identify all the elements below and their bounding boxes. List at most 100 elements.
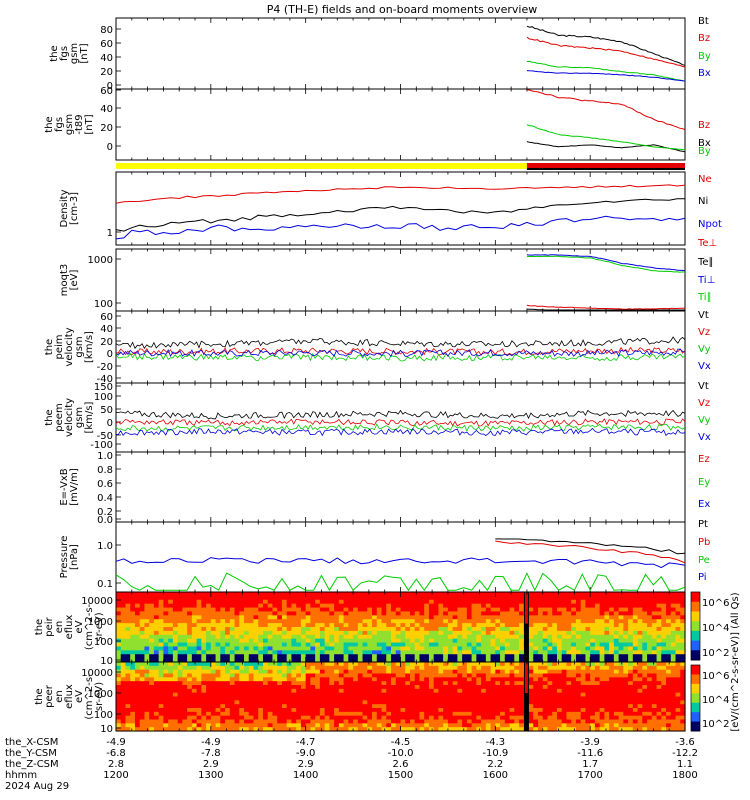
heat-cell: [590, 704, 596, 709]
heat-cell: [343, 677, 349, 682]
heat-cell: [376, 650, 383, 655]
heat-cell: [258, 700, 264, 705]
heat-cell: [419, 696, 425, 701]
heat-cell: [315, 599, 321, 605]
heat-cell: [485, 619, 492, 624]
heat-cell: [144, 658, 150, 663]
heat-cell: [125, 688, 131, 694]
heat-cell: [253, 677, 259, 682]
heat-cell: [519, 673, 525, 678]
heat-cell: [225, 650, 231, 655]
heat-cell: [405, 685, 411, 690]
heat-cell: [334, 696, 340, 701]
heat-cell: [353, 595, 359, 601]
heat-cell: [466, 634, 473, 640]
heat-cell: [571, 673, 577, 678]
heat-cell: [414, 603, 421, 609]
heat-cell: [504, 681, 511, 686]
heat-cell: [234, 615, 240, 620]
heat-cell: [556, 654, 563, 659]
heat-cell: [329, 595, 335, 601]
heat-cell: [187, 654, 193, 659]
heat-cell: [428, 696, 435, 701]
heat-cell: [514, 630, 520, 636]
heat-cell: [139, 677, 146, 682]
heat-cell: [353, 723, 359, 728]
heat-cell: [386, 719, 392, 724]
heat-cell: [542, 630, 549, 636]
heat-cell: [310, 669, 316, 675]
heat-cell: [400, 688, 406, 694]
heat-cell: [466, 638, 473, 644]
heat-cell: [457, 681, 463, 686]
heat-cell: [585, 700, 591, 705]
heat-cell: [438, 627, 444, 632]
heat-cell: [609, 723, 615, 728]
heat-cell: [651, 592, 658, 597]
heat-cell: [409, 708, 416, 713]
heat-cell: [604, 711, 610, 717]
heat-cell: [267, 642, 274, 648]
heat-cell: [191, 688, 198, 694]
heat-cell: [125, 696, 131, 701]
heat-cell: [580, 646, 587, 651]
heat-cell: [348, 611, 354, 616]
heat-cell: [281, 630, 288, 636]
heat-cell: [462, 708, 468, 713]
heat-cell: [272, 708, 278, 713]
heat-cell: [552, 638, 558, 644]
heat-cell: [220, 634, 226, 640]
heat-cell: [495, 673, 501, 678]
heat-cell: [267, 711, 274, 717]
heat-cell: [419, 607, 425, 613]
heat-cell: [623, 654, 629, 659]
heat-cell: [357, 662, 364, 667]
heat-cell: [253, 715, 259, 721]
heat-cell: [334, 646, 340, 651]
heat-cell: [210, 642, 217, 648]
heat-cell: [533, 595, 539, 601]
heat-cell: [566, 592, 572, 597]
heat-cell: [566, 650, 572, 655]
heat-cell: [495, 607, 501, 613]
heat-cell: [485, 669, 492, 675]
heat-cell: [414, 677, 421, 682]
heat-cell: [447, 665, 454, 671]
heat-cell: [206, 627, 212, 632]
heat-cell: [353, 627, 359, 632]
heat-cell: [277, 696, 283, 701]
heat-cell: [438, 592, 444, 597]
heat-cell: [514, 592, 520, 597]
heat-cell: [191, 704, 198, 709]
heat-cell: [253, 607, 259, 613]
heat-cell: [542, 592, 549, 597]
heat-cell: [471, 654, 477, 659]
heat-cell: [386, 700, 392, 705]
heat-cell: [405, 646, 411, 651]
heat-cell: [310, 634, 316, 640]
heat-cell: [571, 623, 577, 628]
heat-cell: [604, 723, 610, 728]
heat-cell: [609, 603, 615, 609]
heat-cell: [281, 723, 288, 728]
heat-cell: [509, 719, 515, 724]
heat-cell: [120, 592, 127, 597]
heat-cell: [656, 603, 662, 609]
heat-cell: [452, 627, 458, 632]
heat-cell: [609, 658, 615, 663]
heat-cell: [424, 595, 430, 601]
heat-cell: [310, 654, 316, 659]
heat-cell: [509, 638, 515, 644]
heat-cell: [372, 599, 378, 605]
heat-cell: [310, 723, 316, 728]
heat-cell: [172, 677, 179, 682]
heat-cell: [130, 711, 136, 717]
heat-cell: [514, 611, 520, 616]
heat-cell: [666, 650, 672, 655]
heat-cell: [447, 646, 454, 651]
heat-cell: [575, 658, 582, 663]
heat-cell: [229, 595, 236, 601]
heat-cell: [376, 692, 383, 698]
heat-cell: [262, 681, 269, 686]
